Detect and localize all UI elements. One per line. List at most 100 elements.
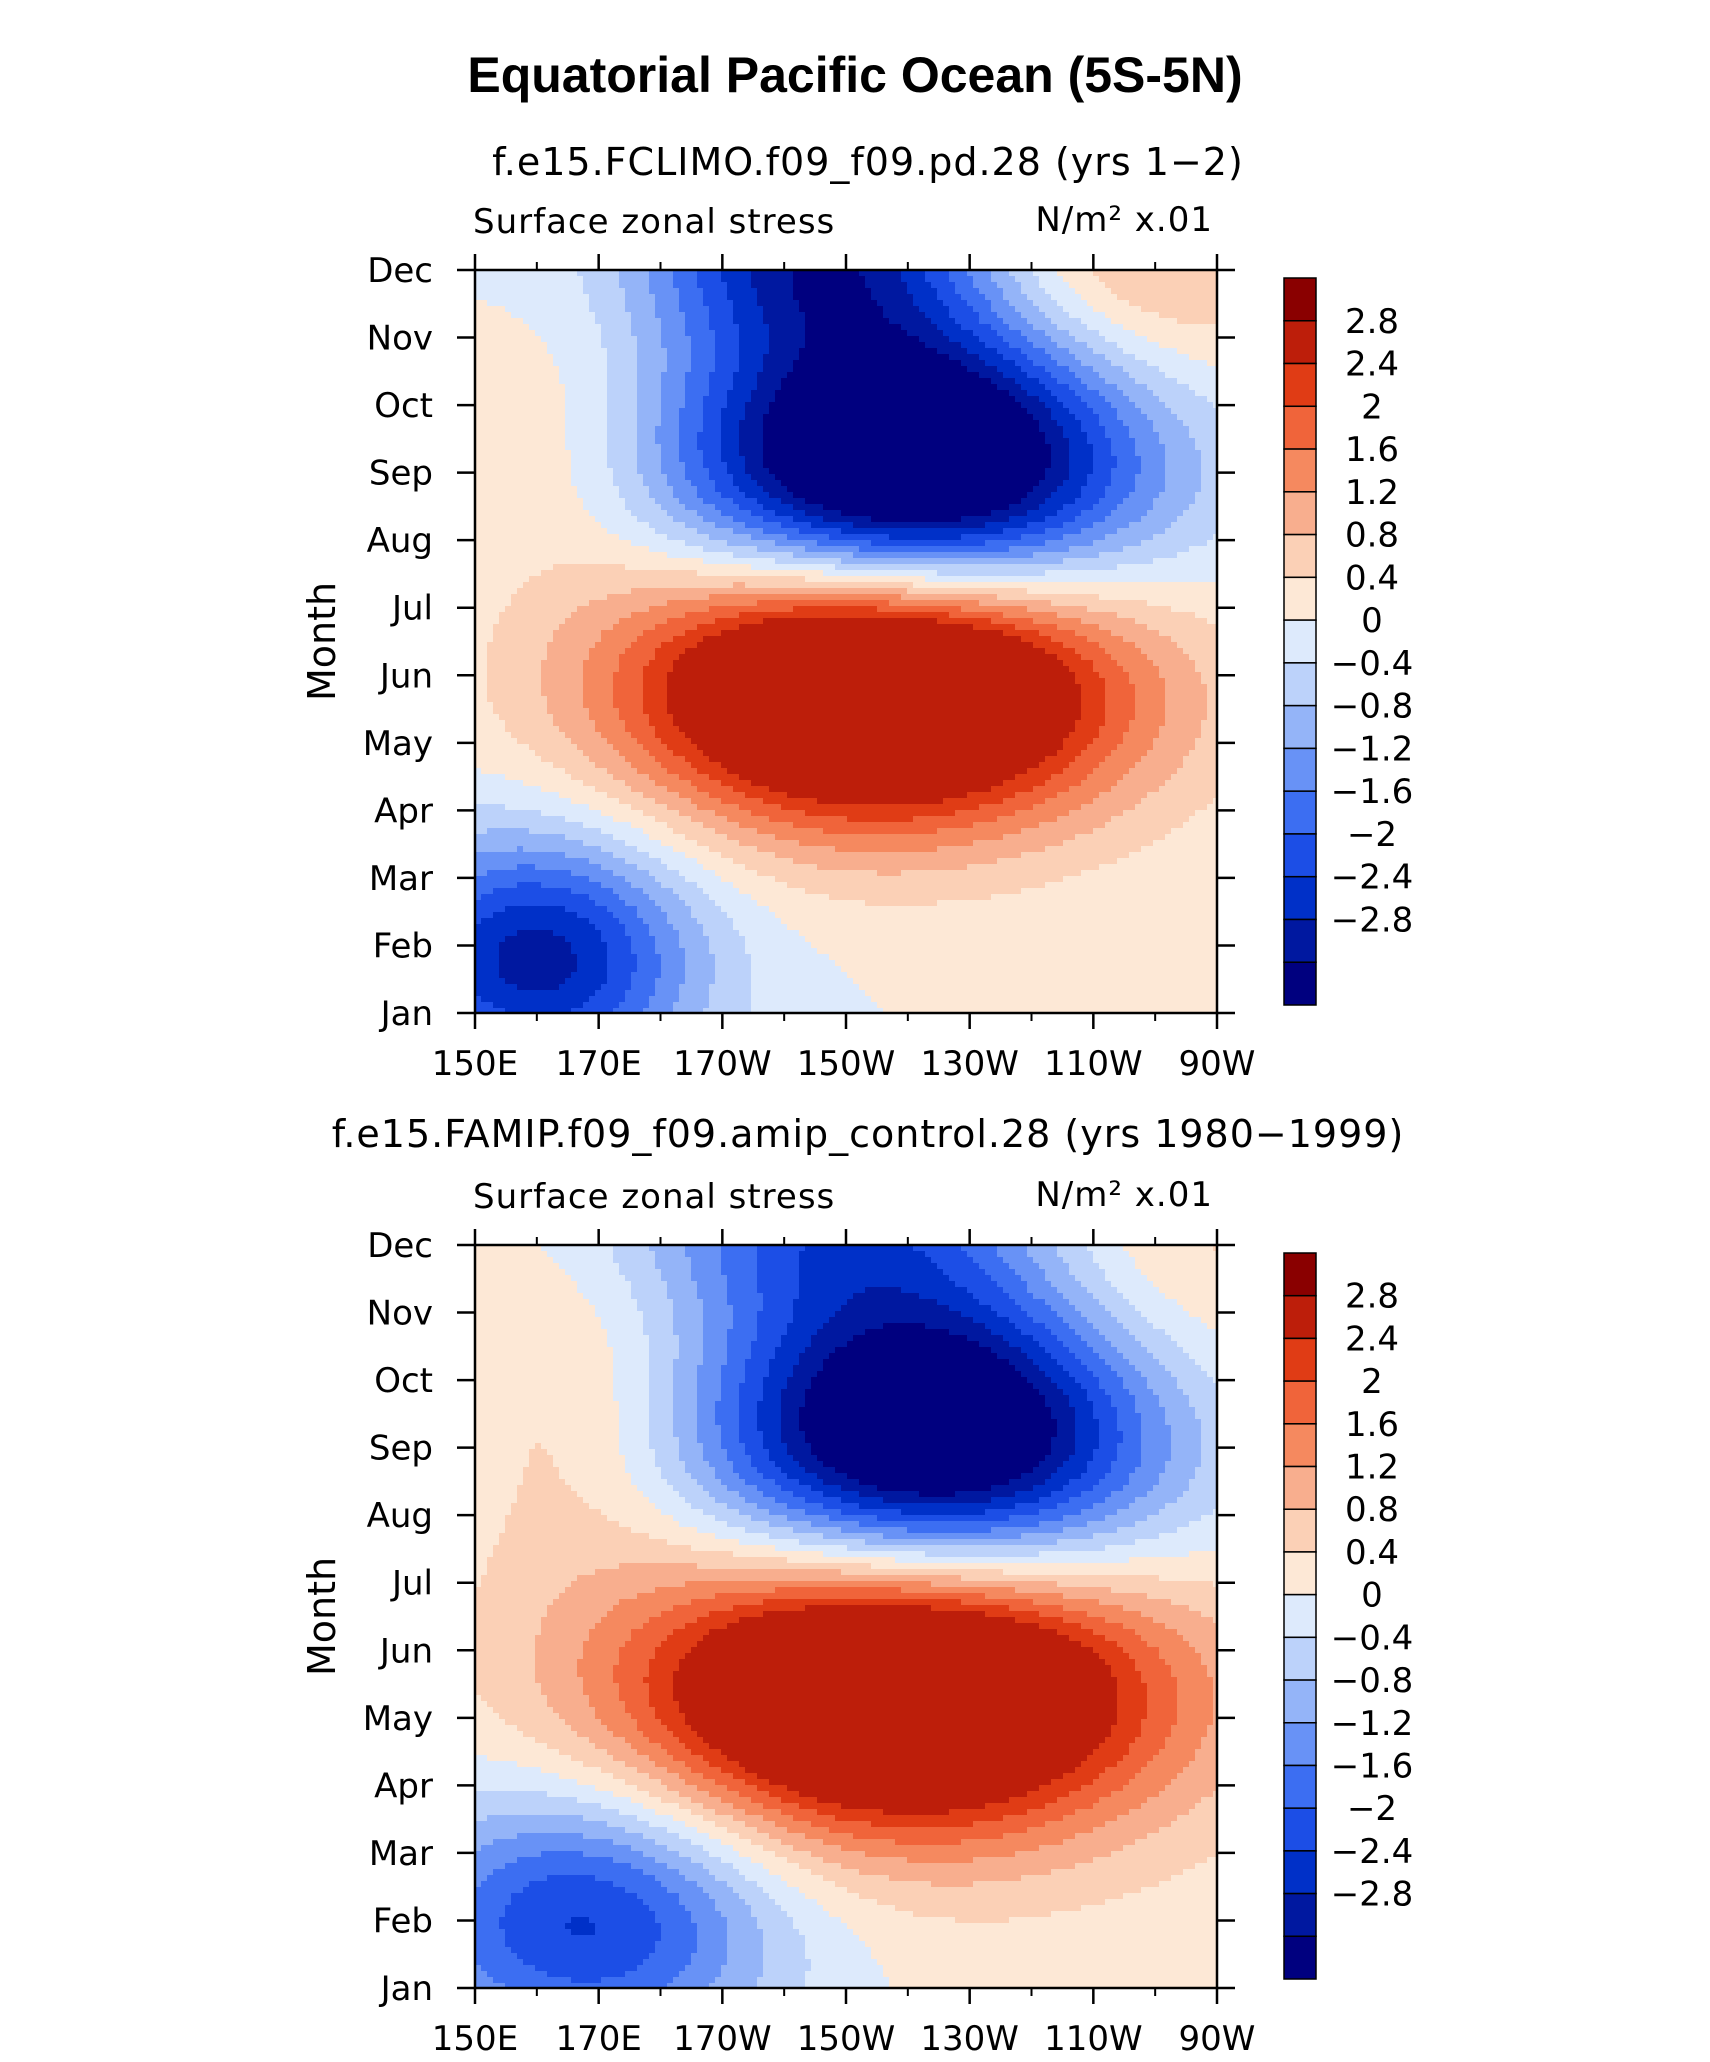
contour-cell [481,480,487,486]
contour-cell [955,438,961,444]
contour-cell [739,372,745,378]
contour-cell [793,492,799,498]
contour-cell [601,342,607,348]
contour-cell [511,432,517,438]
contour-cell [739,324,745,330]
contour-cell [847,330,853,336]
contour-cell [739,318,745,324]
contour-cell [949,366,955,372]
contour-cell [943,336,949,342]
contour-cell [685,378,691,384]
contour-cell [943,492,949,498]
contour-cell [685,408,691,414]
contour-cell [763,384,769,390]
contour-cell [721,402,727,408]
contour-cell [985,288,991,294]
contour-cell [637,366,643,372]
contour-cell [655,450,661,456]
contour-cell [1081,330,1087,336]
contour-cell [781,378,787,384]
contour-cell [841,480,847,486]
contour-cell [907,504,913,510]
contour-cell [835,300,841,306]
contour-cell [955,336,961,342]
contour-cell [709,270,715,276]
contour-cell [655,474,661,480]
contour-cell [835,306,841,312]
contour-cell [505,426,511,432]
contour-cell [1159,276,1165,282]
contour-cell [931,300,937,306]
contour-cell [487,408,493,414]
contour-cell [715,390,721,396]
contour-cell [589,456,595,462]
contour-cell [811,360,817,366]
contour-cell [961,414,967,420]
contour-cell [907,432,913,438]
contour-cell [745,288,751,294]
contour-cell [535,288,541,294]
contour-cell [943,348,949,354]
contour-cell [835,474,841,480]
contour-cell [715,330,721,336]
contour-cell [805,354,811,360]
contour-cell [763,354,769,360]
contour-cell [1129,384,1135,390]
contour-cell [529,288,535,294]
contour-cell [589,318,595,324]
contour-cell [1213,288,1217,294]
contour-cell [559,492,565,498]
contour-cell [547,504,553,510]
contour-cell [625,342,631,348]
contour-cell [559,414,565,420]
contour-cell [1027,390,1033,396]
contour-cell [1057,420,1063,426]
contour-cell [1159,396,1165,402]
contour-cell [961,432,967,438]
contour-cell [727,468,733,474]
contour-cell [1135,276,1141,282]
contour-cell [1051,294,1057,300]
contour-cell [1195,378,1201,384]
contour-cell [739,432,745,438]
contour-cell [1135,378,1141,384]
contour-cell [1051,378,1057,384]
contour-cell [1003,462,1009,468]
contour-cell [943,426,949,432]
contour-cell [535,294,541,300]
contour-cell [877,330,883,336]
contour-cell [829,330,835,336]
contour-cell [919,336,925,342]
contour-cell [1141,366,1147,372]
contour-cell [721,378,727,384]
contour-cell [1021,312,1027,318]
contour-cell [535,366,541,372]
contour-cell [667,342,673,348]
contour-cell [709,456,715,462]
contour-cell [511,318,517,324]
contour-cell [781,402,787,408]
contour-cell [1147,426,1153,432]
contour-cell [631,378,637,384]
contour-cell [1213,486,1217,492]
contour-cell [877,456,883,462]
contour-cell [523,360,529,366]
contour-cell [1063,330,1069,336]
contour-cell [937,390,943,396]
contour-cell [1105,384,1111,390]
contour-cell [487,390,493,396]
contour-cell [1081,462,1087,468]
contour-cell [829,408,835,414]
contour-cell [865,462,871,468]
contour-cell [1045,300,1051,306]
contour-cell [967,354,973,360]
contour-cell [709,414,715,420]
contour-cell [1165,288,1171,294]
contour-cell [907,480,913,486]
contour-cell [1195,456,1201,462]
contour-cell [1111,492,1117,498]
contour-cell [739,504,745,510]
contour-cell [1117,354,1123,360]
contour-cell [709,318,715,324]
contour-cell [1039,294,1045,300]
